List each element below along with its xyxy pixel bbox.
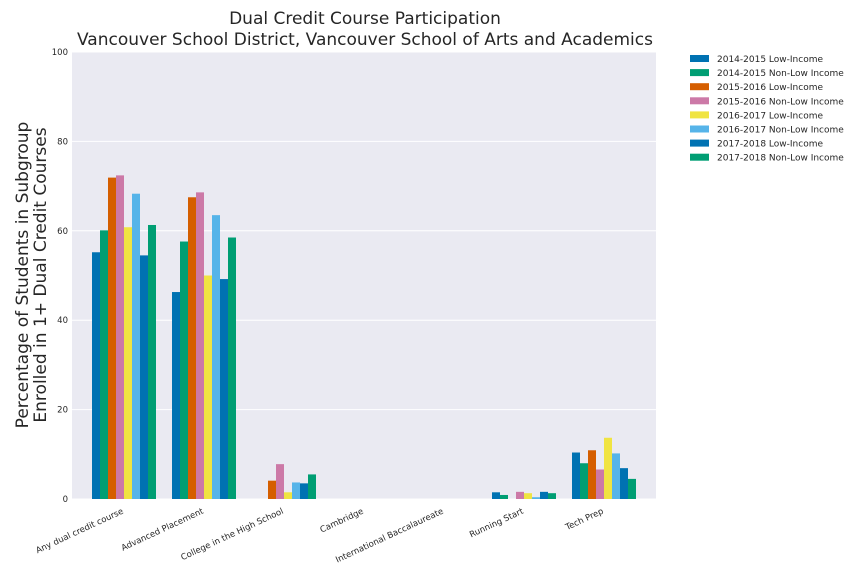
bar — [612, 453, 620, 499]
y-tick-label: 40 — [57, 316, 68, 326]
bar — [212, 215, 220, 499]
bar — [276, 464, 284, 499]
bar — [492, 492, 500, 499]
bar — [284, 492, 292, 499]
bar — [596, 469, 604, 499]
bar — [604, 437, 612, 499]
bar — [204, 275, 212, 499]
bar — [532, 497, 540, 499]
bar — [116, 175, 124, 499]
bar — [516, 491, 524, 499]
legend-swatch — [690, 125, 709, 133]
bar — [172, 292, 180, 499]
bar — [300, 483, 308, 499]
legend-label: 2017-2018 Low-Income — [717, 140, 823, 150]
legend-label: 2014-2015 Non-Low Income — [717, 69, 844, 79]
y-tick-label: 80 — [57, 137, 68, 147]
legend-label: 2014-2015 Low-Income — [717, 55, 823, 65]
bar — [196, 192, 204, 499]
bar — [132, 193, 140, 499]
bar — [500, 494, 508, 499]
plot-area — [72, 52, 656, 499]
legend-label: 2015-2016 Low-Income — [717, 83, 823, 93]
legend-swatch — [690, 97, 709, 105]
legend: 2014-2015 Low-Income 2014-2015 Non-Low In… — [690, 55, 844, 164]
bar — [148, 224, 156, 499]
bar — [268, 480, 276, 499]
bar — [540, 491, 548, 499]
bar — [108, 177, 116, 499]
bar — [92, 252, 100, 499]
y-axis-label-line-2: Enrolled in 1+ Dual Credit Courses — [31, 127, 51, 422]
legend-swatch — [690, 55, 709, 62]
bar — [620, 468, 628, 499]
bar — [580, 463, 588, 499]
bar — [188, 197, 196, 499]
bar — [628, 478, 636, 499]
y-tick-label: 20 — [57, 406, 68, 416]
bar — [588, 450, 596, 499]
grid-lines — [72, 51, 656, 500]
bar — [100, 230, 108, 499]
bar — [124, 227, 132, 499]
legend-swatch — [690, 69, 709, 77]
chart-title-line-2: Vancouver School District, Vancouver Sch… — [77, 30, 653, 50]
bar — [220, 279, 228, 499]
y-axis-ticks: 0 20 40 60 80 100 — [52, 48, 68, 505]
legend-label: 2016-2017 Non-Low Income — [717, 126, 844, 136]
y-axis-label-line-1: Percentage of Students in Subgroup — [13, 122, 33, 429]
chart-title-line-1: Dual Credit Course Participation — [229, 9, 501, 29]
bar — [140, 255, 148, 499]
legend-swatch — [690, 139, 709, 147]
bar — [548, 493, 556, 499]
y-tick-label: 100 — [52, 48, 68, 58]
legend-label: 2015-2016 Non-Low Income — [717, 97, 844, 107]
bar — [308, 474, 316, 499]
bars — [92, 175, 636, 499]
legend-swatch — [690, 153, 709, 161]
bar — [180, 241, 188, 499]
y-tick-label: 0 — [63, 495, 68, 505]
legend-swatch — [690, 111, 709, 119]
legend-swatch — [690, 83, 709, 91]
legend-label: 2017-2018 Non-Low Income — [717, 154, 844, 164]
legend-label: 2016-2017 Low-Income — [717, 111, 823, 121]
bar — [228, 237, 236, 499]
bar — [524, 493, 532, 499]
bar — [572, 452, 580, 499]
y-tick-label: 60 — [57, 227, 68, 237]
bar — [292, 482, 300, 499]
